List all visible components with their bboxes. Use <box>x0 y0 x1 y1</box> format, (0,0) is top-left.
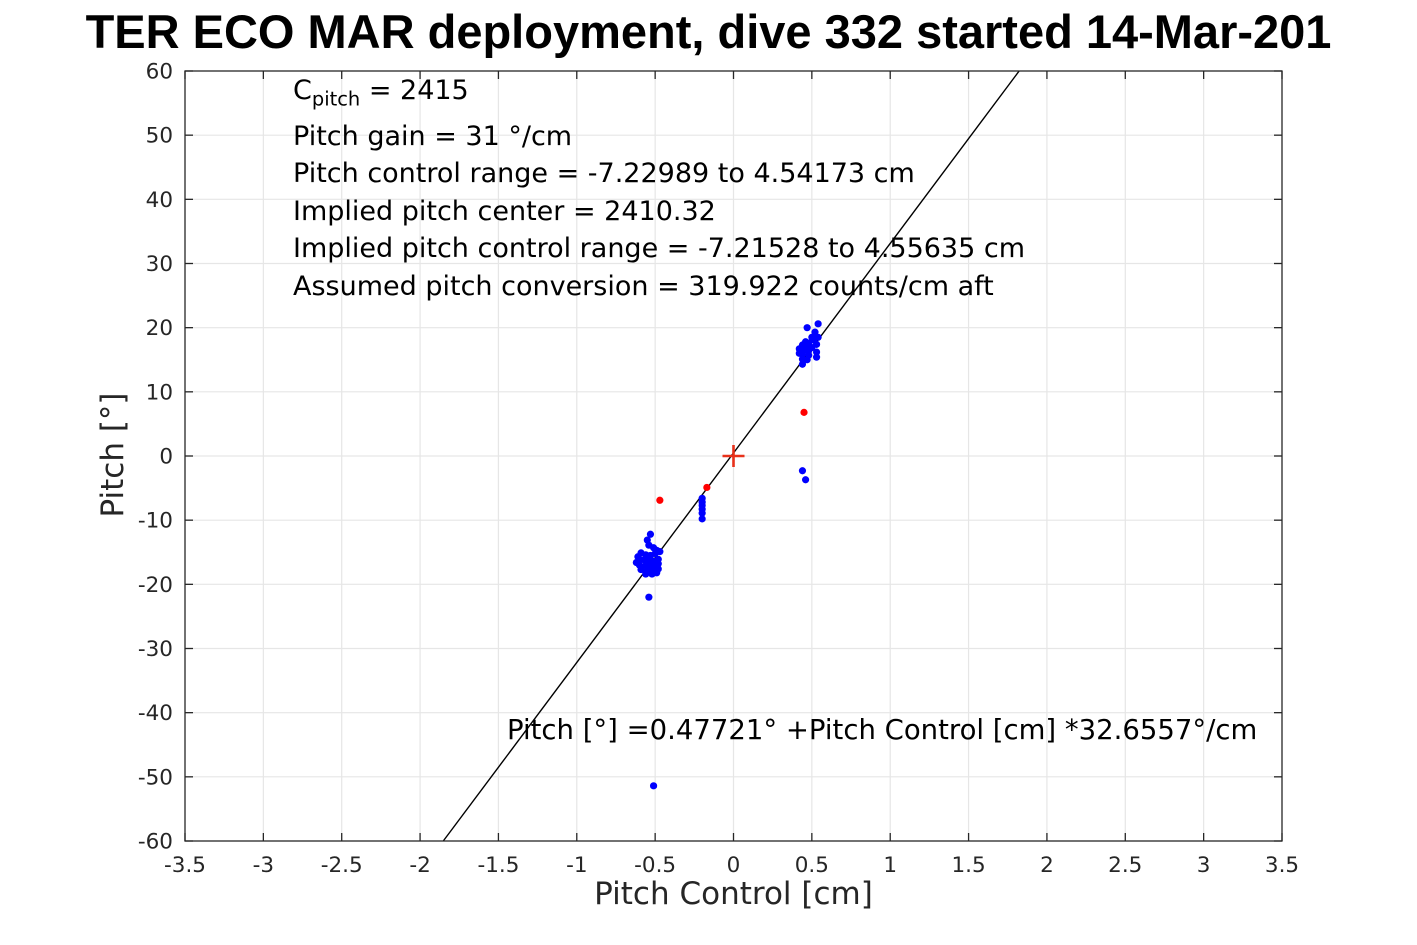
x-tick-label: -3.5 <box>164 853 206 878</box>
flagged-samples-point <box>800 408 808 416</box>
annotation-line-conversion: Assumed pitch conversion = 319.922 count… <box>293 270 994 302</box>
x-tick-label: -2.5 <box>321 853 363 878</box>
pitch-samples-point <box>801 476 810 484</box>
x-tick-label: 1 <box>883 853 897 878</box>
pitch-samples-point <box>812 348 821 356</box>
x-tick-label: -1 <box>566 853 587 878</box>
pitch-samples-point <box>654 560 662 568</box>
y-axis-label: Pitch [°] <box>95 392 131 518</box>
x-tick-label: -1.5 <box>477 853 519 878</box>
y-tick-label: -40 <box>138 701 173 726</box>
y-tick-label: -60 <box>138 830 173 855</box>
annotation-line-control-range: Pitch control range = -7.22989 to 4.5417… <box>293 158 915 190</box>
cpitch-subscript: pitch <box>311 87 361 111</box>
x-axis-label: Pitch Control [cm] <box>594 876 873 912</box>
y-tick-label: 40 <box>146 188 173 213</box>
y-tick-label: 60 <box>146 60 173 85</box>
pitch-samples-point <box>814 320 822 328</box>
x-tick-label: -3 <box>253 853 274 878</box>
x-tick-label: -2 <box>409 853 430 878</box>
pitch-samples-point <box>645 593 653 601</box>
x-tick-label: 1.5 <box>951 853 985 878</box>
x-tick-label: 3.5 <box>1265 853 1299 878</box>
pitch-samples-point <box>634 553 642 561</box>
pitch-samples-point <box>649 782 658 790</box>
pitch-samples-point <box>653 569 661 577</box>
fit-equation-label: Pitch [°] =0.47721° +Pitch Control [cm] … <box>507 714 1258 746</box>
pitch-samples-point <box>808 343 816 352</box>
y-tick-label: 50 <box>146 124 173 149</box>
flagged-samples-point <box>656 496 664 504</box>
annotation-line-gain: Pitch gain = 31 °/cm <box>293 120 573 152</box>
x-tick-label: 3 <box>1197 853 1211 878</box>
pitch-samples-point <box>646 530 655 538</box>
y-tick-label: -50 <box>138 765 173 790</box>
y-tick-label: 10 <box>146 380 173 405</box>
x-tick-label: 0 <box>727 853 741 878</box>
x-tick-label: 0.5 <box>795 853 829 878</box>
pitch-samples-point <box>812 353 821 361</box>
flagged-samples-point <box>703 483 711 492</box>
x-tick-label: -0.5 <box>634 853 676 878</box>
pitch-samples-point <box>637 565 645 574</box>
pitch-samples-point <box>803 356 811 364</box>
annotation-line-implied-center: Implied pitch center = 2410.32 <box>293 195 716 227</box>
y-tick-label: 0 <box>159 445 173 470</box>
pitch-samples-point <box>798 360 807 368</box>
pitch-samples-point <box>642 570 650 578</box>
annotation-line-implied-range: Implied pitch control range = -7.21528 t… <box>293 233 1026 265</box>
annotation-line-cpitch: Cpitch = 2415 <box>293 75 469 111</box>
pitch-samples-point <box>803 324 811 332</box>
pitch-samples-point <box>632 558 640 567</box>
calibration-annotation: Cpitch = 2415 Pitch gain = 31 °/cm Pitch… <box>293 72 1025 305</box>
pitch-samples-point <box>698 509 706 517</box>
y-tick-label: -30 <box>138 637 173 662</box>
pitch-samples-point <box>698 515 706 523</box>
plot-title: TER ECO MAR deployment, dive 332 started… <box>85 5 1332 58</box>
pitch-samples-point <box>656 548 664 556</box>
x-tick-label: 2.5 <box>1108 853 1142 878</box>
pitch-samples-point <box>798 467 807 475</box>
pitch-samples-point <box>798 350 807 358</box>
y-tick-label: 30 <box>146 252 173 277</box>
y-tick-label: -10 <box>138 509 173 534</box>
y-tick-label: -20 <box>138 573 173 598</box>
x-tick-label: 2 <box>1040 853 1054 878</box>
y-tick-label: 20 <box>146 316 173 341</box>
